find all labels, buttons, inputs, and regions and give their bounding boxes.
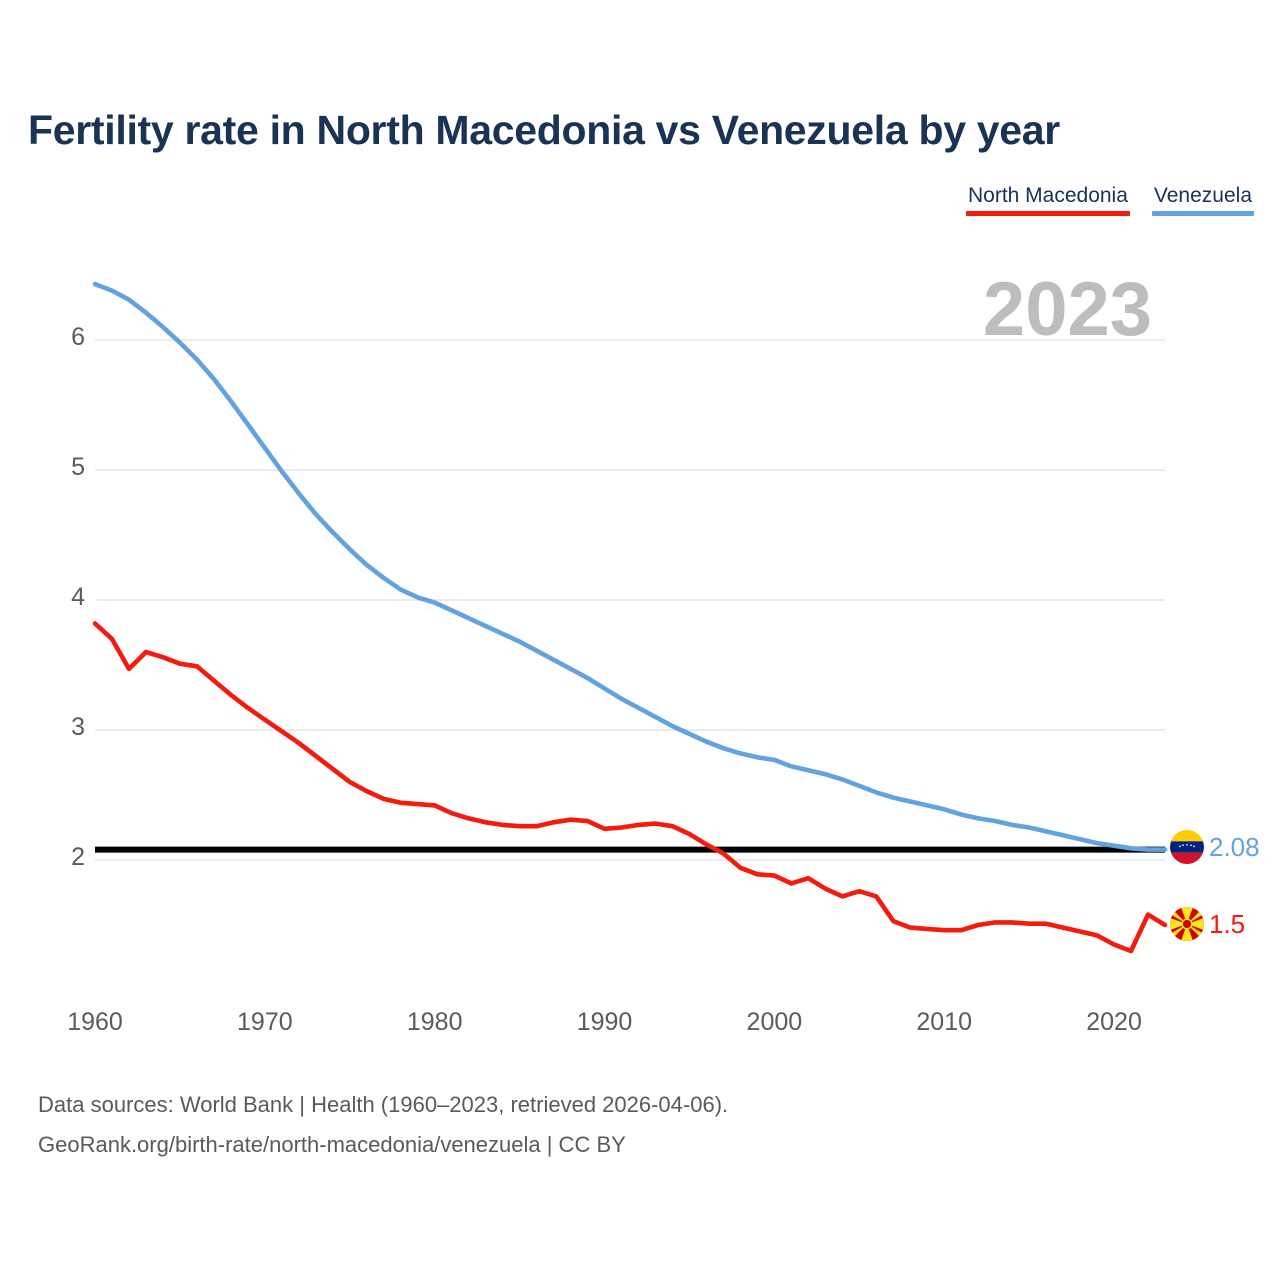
legend-item-north-macedonia[interactable]: North Macedonia — [965, 183, 1130, 216]
page-title: Fertility rate in North Macedonia vs Ven… — [28, 107, 1060, 153]
y-axis-tick-label: 2 — [71, 843, 85, 871]
end-value-north-macedonia: 1.5 — [1209, 909, 1246, 939]
x-axis-tick-label: 1970 — [237, 1008, 293, 1036]
north-macedonia-flag-icon — [1170, 907, 1204, 941]
y-axis-tick-label: 4 — [71, 583, 85, 611]
legend-swatch-venezuela — [1151, 211, 1254, 216]
year-stamp: 2023 — [982, 267, 1152, 352]
series-line-venezuela — [92, 281, 1168, 852]
y-axis-tick-label: 6 — [71, 323, 85, 351]
end-value-venezuela: 2.08 — [1209, 832, 1260, 862]
legend-item-venezuela[interactable]: Venezuela — [1151, 183, 1254, 216]
y-axis-tick-label: 3 — [71, 713, 85, 741]
venezuela-flag-icon — [1170, 830, 1204, 864]
y-axis-tick-label: 5 — [71, 453, 85, 481]
footer: Data sources: World Bank | Health (1960–… — [38, 1085, 728, 1165]
legend-label-north-macedonia: North Macedonia — [967, 184, 1128, 207]
x-axis-tick-label: 2000 — [746, 1008, 803, 1036]
x-axis-tick-label: 1960 — [67, 1008, 123, 1036]
footer-line-attribution: GeoRank.org/birth-rate/north-macedonia/v… — [38, 1132, 626, 1157]
legend-label-venezuela: Venezuela — [1153, 184, 1252, 207]
end-label-venezuela: 2.08 — [1170, 830, 1260, 864]
x-axis-tick-label: 2010 — [916, 1008, 973, 1036]
series-line-north-macedonia — [92, 621, 1168, 954]
x-axis-tick-label: 1990 — [576, 1008, 633, 1036]
x-axis-tick-label: 2020 — [1086, 1008, 1142, 1036]
x-axis-tick-label: 1980 — [406, 1008, 463, 1036]
end-label-north-macedonia: 1.5 — [1170, 907, 1245, 941]
footer-line-sources: Data sources: World Bank | Health (1960–… — [38, 1092, 729, 1117]
legend-swatch-north-macedonia — [965, 211, 1130, 216]
gridlines — [95, 339, 1165, 861]
chart-legend: North Macedonia Venezuela — [965, 183, 1254, 216]
